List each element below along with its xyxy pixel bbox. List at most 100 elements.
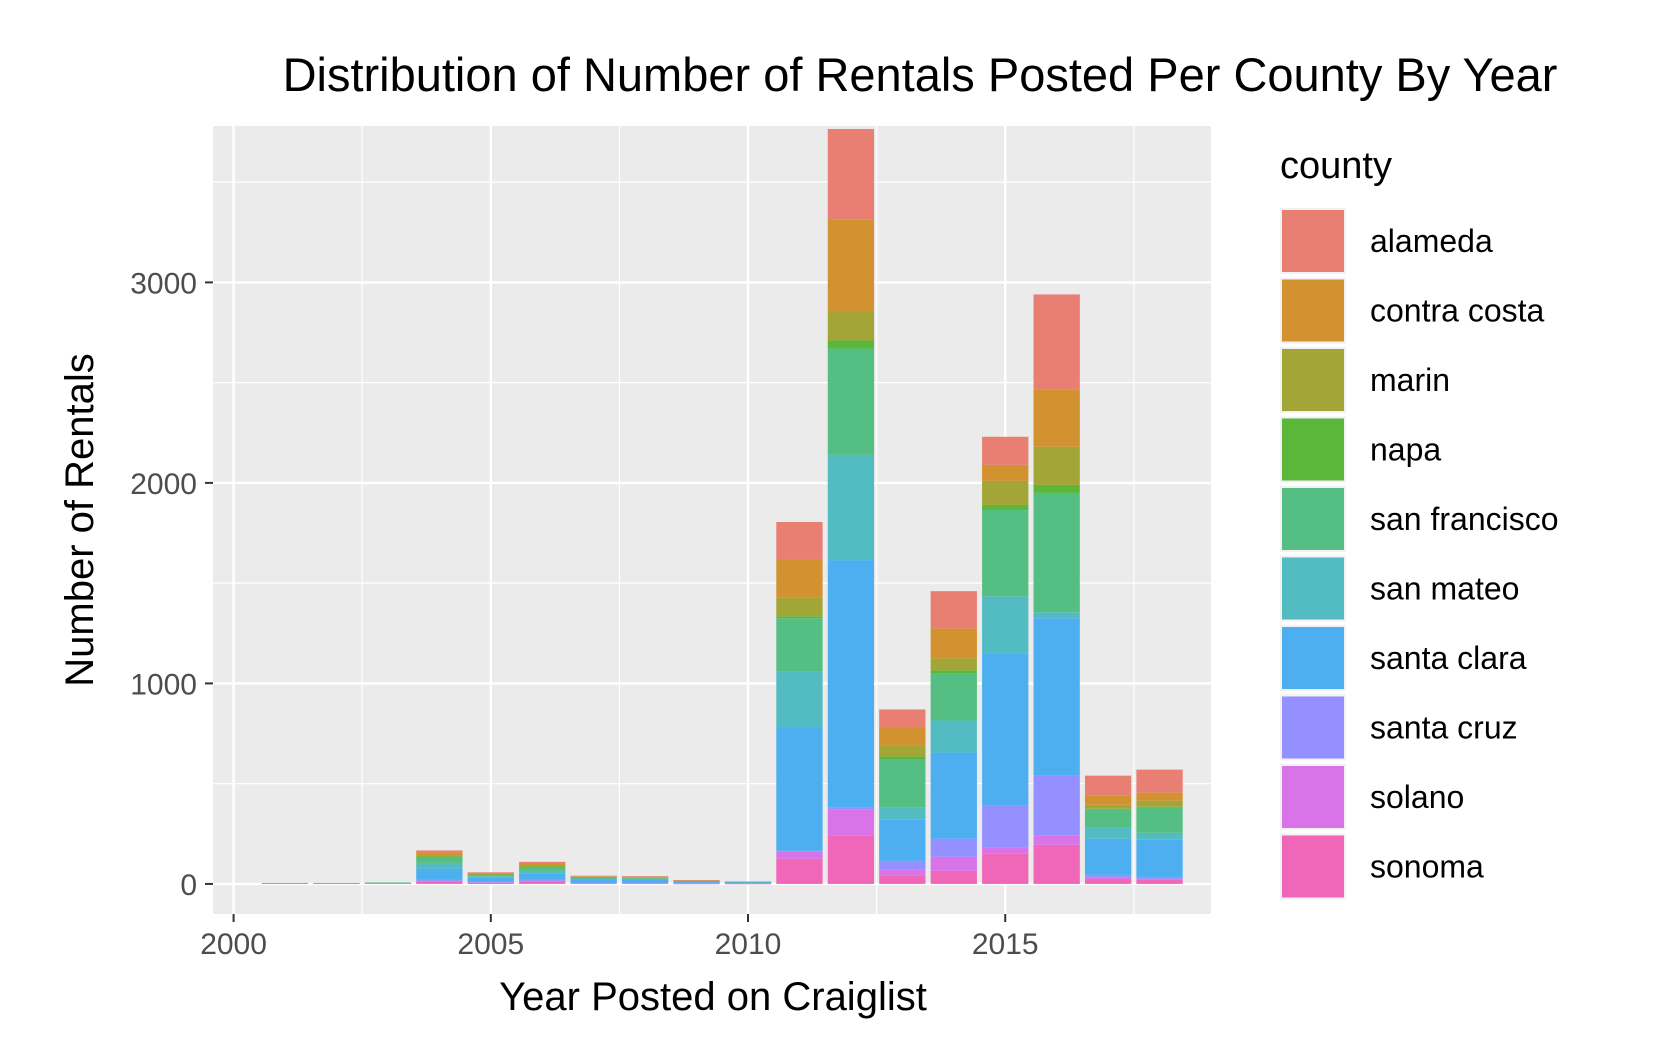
bar-segment xyxy=(1136,832,1183,840)
chart-title: Distribution of Number of Rentals Posted… xyxy=(283,48,1558,101)
legend: county alameda contra costa marin napa san f… xyxy=(1280,145,1559,900)
bar-segment xyxy=(621,882,669,884)
legend-label: santa clara xyxy=(1370,640,1527,676)
bar-segment xyxy=(519,863,566,866)
bar-segment xyxy=(570,877,617,879)
legend-items: alameda contra costa marin napa san francisc… xyxy=(1280,208,1559,900)
legend-swatch xyxy=(1282,696,1344,759)
y-tick-label: 1000 xyxy=(130,668,197,701)
bar-segment xyxy=(1033,389,1080,447)
bar-segment xyxy=(570,883,617,884)
bar-segment xyxy=(570,877,617,878)
bar-segment xyxy=(879,807,926,820)
bar-segment xyxy=(982,853,1029,884)
y-tick-label: 2000 xyxy=(130,468,197,501)
bar-segment xyxy=(1136,807,1183,833)
legend-label: sonoma xyxy=(1370,849,1484,885)
legend-swatch xyxy=(1282,557,1344,620)
bar-segment xyxy=(930,670,977,674)
bar-segment xyxy=(570,882,617,884)
bar-segment xyxy=(1136,792,1183,801)
bar-segment xyxy=(827,348,875,455)
bar-segment xyxy=(416,856,463,857)
bar-segment xyxy=(827,560,875,808)
legend-label: san mateo xyxy=(1370,571,1519,607)
bar-segment xyxy=(776,559,823,598)
bar-segment xyxy=(776,727,823,851)
legend-swatch xyxy=(1282,766,1344,828)
bar-segment xyxy=(519,880,566,882)
bar-segment xyxy=(982,480,1029,505)
bar-segment xyxy=(364,882,412,884)
bar-segment xyxy=(1033,484,1080,493)
bar-segment xyxy=(467,872,514,874)
bar-segment xyxy=(621,877,669,878)
bar-segment xyxy=(724,882,772,884)
bar-segment xyxy=(930,658,977,671)
bar-segment xyxy=(1084,838,1132,875)
bar-segment xyxy=(364,882,412,884)
legend-label: napa xyxy=(1370,432,1441,468)
bar-segment xyxy=(519,879,566,881)
bar-segment xyxy=(879,819,926,861)
bar-segment xyxy=(776,671,823,728)
bar-segment xyxy=(1033,446,1080,485)
bar-segment xyxy=(879,756,926,760)
bar-segment xyxy=(416,850,463,853)
bar-segment xyxy=(519,870,566,874)
bar-segment xyxy=(1084,827,1132,839)
bar-segment xyxy=(519,861,566,864)
legend-label: solano xyxy=(1370,779,1464,815)
bar-segment xyxy=(621,883,669,884)
bar-segment xyxy=(1084,876,1132,879)
bar-segment xyxy=(879,745,926,757)
bar-segment xyxy=(879,875,926,884)
bar-segment xyxy=(982,653,1029,806)
bar-segment xyxy=(1033,612,1080,619)
bar-segment xyxy=(827,809,875,836)
bar-segment xyxy=(827,219,875,312)
legend-swatch xyxy=(1282,349,1344,411)
bar-segment xyxy=(1136,879,1183,884)
bar-segment xyxy=(1084,795,1132,805)
bar-segment xyxy=(313,882,360,884)
y-tick-label: 3000 xyxy=(130,267,197,300)
x-tick-label: 2010 xyxy=(715,928,782,961)
bar-segment xyxy=(1084,878,1132,884)
bar-segment xyxy=(1136,800,1183,807)
legend-label: san francisco xyxy=(1370,501,1559,537)
bar-segment xyxy=(1033,618,1080,776)
x-axis: 2000 2005 2010 2015 xyxy=(200,914,1039,961)
legend-swatch xyxy=(1282,279,1344,342)
bar-segment xyxy=(519,881,566,884)
bar-segment xyxy=(570,876,617,877)
bar-segment xyxy=(930,673,977,721)
bar-segment xyxy=(1033,294,1080,390)
bar-segment xyxy=(621,879,669,883)
bar-segment xyxy=(827,807,875,810)
bar-segment xyxy=(879,869,926,876)
bar-segment xyxy=(621,877,669,879)
bar-segment xyxy=(724,883,772,885)
bar-segment xyxy=(1033,844,1080,884)
bar-segment xyxy=(261,882,309,884)
bar-segment xyxy=(776,850,823,852)
bar-segment xyxy=(416,856,463,863)
bar-segment xyxy=(467,877,514,882)
bar-segment xyxy=(313,883,360,884)
bar-segment xyxy=(570,875,617,877)
legend-swatch xyxy=(1282,627,1344,689)
bar-segment xyxy=(776,616,823,619)
bar-segment xyxy=(416,852,463,856)
bar-segment xyxy=(879,759,926,808)
bars xyxy=(261,129,1183,885)
bar-segment xyxy=(982,509,1029,597)
bar-segment xyxy=(570,879,617,883)
legend-swatch xyxy=(1282,488,1344,550)
bar-segment xyxy=(930,628,977,659)
bar-segment xyxy=(621,882,669,884)
bar-segment xyxy=(930,870,977,884)
bar-segment xyxy=(776,618,823,672)
legend-swatch xyxy=(1282,835,1344,898)
bar-segment xyxy=(467,874,514,877)
